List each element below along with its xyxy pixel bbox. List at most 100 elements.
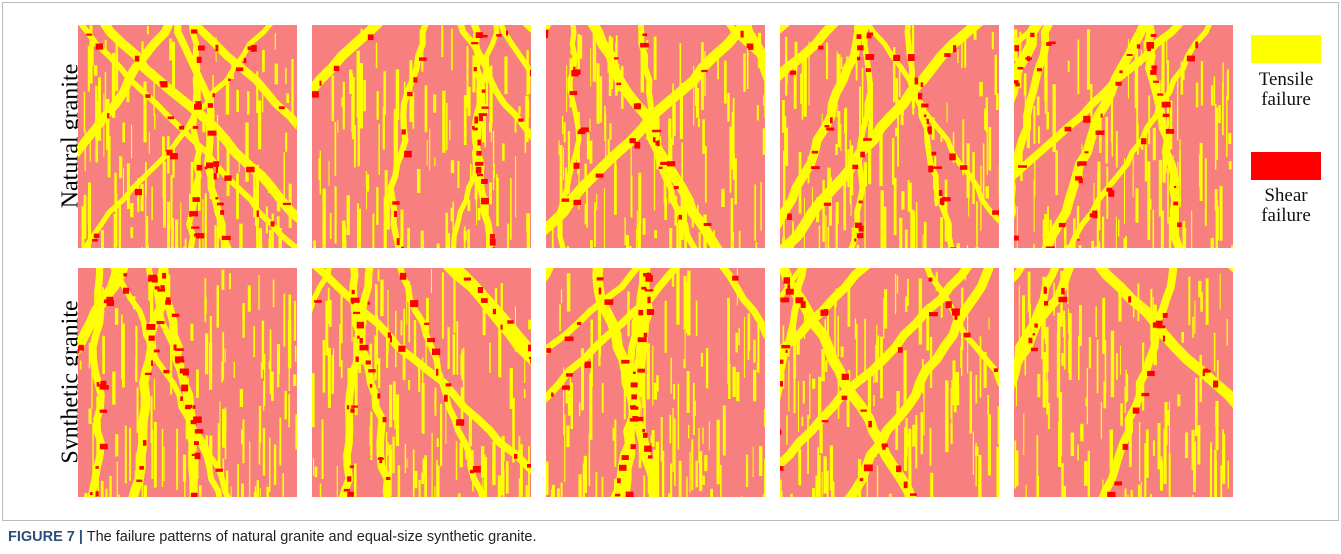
tensile-streak <box>938 352 940 361</box>
shear-spot <box>565 336 574 341</box>
tensile-streak <box>562 116 563 134</box>
tensile-streak <box>245 122 248 181</box>
tensile-streak <box>693 66 694 126</box>
tensile-streak <box>605 114 606 168</box>
shear-spot <box>929 312 938 316</box>
tensile-streak <box>1063 486 1066 549</box>
tensile-streak <box>105 489 107 528</box>
tensile-streak <box>1229 161 1232 169</box>
tensile-streak <box>275 64 278 85</box>
shear-spot <box>915 78 919 85</box>
shear-spot <box>139 466 144 470</box>
tensile-streak <box>136 453 137 516</box>
shear-spot <box>631 394 637 399</box>
tensile-streak <box>198 78 201 118</box>
shear-spot <box>334 66 339 71</box>
tensile-streak <box>503 469 504 521</box>
tensile-crack <box>1231 263 1341 503</box>
tensile-streak <box>130 227 133 238</box>
tensile-streak <box>1178 177 1179 219</box>
shear-spot <box>298 245 306 251</box>
tensile-streak <box>130 203 133 217</box>
shear-spot <box>622 455 629 460</box>
shear-spot <box>732 276 738 281</box>
shear-spot <box>195 429 203 433</box>
tensile-streak <box>701 353 703 367</box>
tensile-streak <box>960 347 961 368</box>
tensile-streak <box>996 93 999 110</box>
tensile-streak <box>283 152 284 197</box>
tensile-streak <box>954 377 957 412</box>
tensile-streak <box>359 84 361 113</box>
shear-spot <box>774 361 777 368</box>
tensile-streak <box>335 186 337 243</box>
tensile-streak <box>1139 422 1140 481</box>
shear-spot <box>189 212 191 217</box>
shear-spot <box>123 288 129 294</box>
shear-spot <box>643 433 648 438</box>
shear-spot <box>473 466 481 473</box>
tensile-streak <box>441 25 443 57</box>
tensile-streak <box>624 375 626 419</box>
tensile-streak <box>199 485 202 515</box>
shear-spot <box>352 290 355 294</box>
tensile-streak <box>1099 105 1101 153</box>
tensile-streak <box>141 41 143 71</box>
tensile-streak <box>978 455 981 520</box>
tensile-streak <box>1131 490 1133 531</box>
tensile-streak <box>376 43 377 68</box>
tensile-streak <box>692 199 694 228</box>
tensile-streak <box>661 417 663 462</box>
tensile-streak <box>733 98 735 163</box>
shear-spot <box>257 210 259 217</box>
tensile-streak <box>196 369 199 398</box>
tensile-streak <box>825 215 826 258</box>
shear-spot <box>474 117 478 124</box>
tensile-streak <box>401 320 403 335</box>
shear-spot <box>143 440 147 446</box>
tensile-streak <box>463 348 465 403</box>
tensile-streak <box>236 173 239 219</box>
tensile-streak <box>1220 274 1221 309</box>
shear-spot <box>195 502 203 504</box>
tensile-streak <box>827 314 829 355</box>
shear-spot <box>163 370 169 373</box>
tensile-streak <box>567 275 568 294</box>
shear-spot <box>1166 129 1174 134</box>
tensile-streak <box>449 120 450 140</box>
tensile-streak <box>957 49 958 63</box>
tensile-streak <box>1201 61 1203 106</box>
tensile-streak <box>526 50 528 95</box>
tensile-streak <box>668 494 669 517</box>
tensile-streak <box>808 42 809 106</box>
shear-spot <box>929 278 933 282</box>
tensile-streak <box>941 287 943 318</box>
tensile-streak <box>676 223 678 262</box>
tensile-streak <box>1177 162 1178 174</box>
tensile-streak <box>950 388 951 419</box>
tensile-streak <box>980 166 981 231</box>
tensile-streak <box>515 113 517 133</box>
tensile-streak <box>268 178 271 193</box>
shear-spot <box>378 458 384 460</box>
tensile-streak <box>204 278 206 322</box>
shear-spot <box>533 35 538 40</box>
tensile-streak <box>1141 482 1142 537</box>
shear-spot <box>170 153 178 159</box>
shear-spot <box>1174 186 1176 188</box>
tensile-streak <box>878 336 880 365</box>
tensile-streak <box>970 371 972 433</box>
shear-spot <box>570 91 578 95</box>
shear-spot <box>195 101 201 107</box>
tensile-streak <box>333 348 334 383</box>
tensile-streak <box>229 273 231 289</box>
tensile-streak <box>983 143 985 201</box>
tensile-streak <box>1173 156 1174 171</box>
tensile-streak <box>378 358 380 388</box>
shear-spot <box>1162 102 1171 108</box>
tensile-streak <box>684 276 687 330</box>
tensile-streak <box>907 279 909 306</box>
tensile-streak <box>757 105 759 120</box>
tensile-streak <box>946 103 947 123</box>
tensile-streak <box>94 290 95 341</box>
